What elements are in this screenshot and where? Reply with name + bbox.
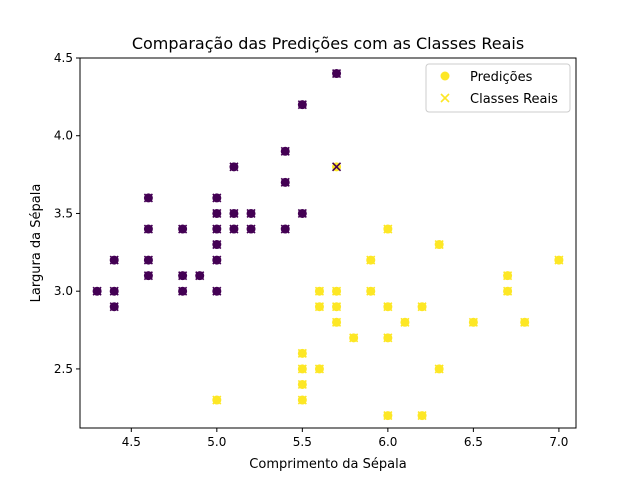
real-class-point xyxy=(212,239,222,250)
real-class-point xyxy=(366,255,376,265)
real-class-point xyxy=(331,286,342,296)
real-class-point xyxy=(143,255,153,265)
real-class-point xyxy=(366,286,376,296)
y-tick-label: 2.5 xyxy=(54,362,73,376)
real-class-point xyxy=(468,317,478,327)
plot-area xyxy=(92,68,564,421)
real-class-point xyxy=(383,410,393,421)
real-class-point xyxy=(246,224,256,234)
real-class-point xyxy=(109,286,119,296)
real-class-point xyxy=(503,286,513,296)
x-axis-label: Comprimento da Sépala xyxy=(249,457,406,472)
real-class-point xyxy=(297,348,307,358)
real-class-point xyxy=(383,333,393,343)
real-class-point xyxy=(297,364,307,374)
real-class-point xyxy=(178,286,188,296)
legend-box xyxy=(425,63,571,113)
real-class-point xyxy=(297,100,307,110)
real-class-point xyxy=(383,224,393,234)
real-class-point xyxy=(297,208,307,219)
y-axis: 2.5 3.0 3.5 4.0 4.5 xyxy=(54,51,80,376)
real-class-point xyxy=(331,162,342,172)
real-class-point xyxy=(212,193,222,203)
real-class-point xyxy=(331,68,342,79)
real-class-point xyxy=(143,193,153,203)
real-class-point xyxy=(178,224,188,234)
real-class-point xyxy=(314,364,325,374)
real-class-point xyxy=(229,208,239,219)
real-class-point xyxy=(417,410,427,421)
real-class-point xyxy=(314,286,325,296)
real-class-point xyxy=(280,146,290,156)
legend-classes-reais-label: Classes Reais xyxy=(470,92,558,107)
x-axis: 4.5 5.0 5.5 6.0 6.5 7.0 xyxy=(122,428,568,449)
x-tick-label: 5.5 xyxy=(293,435,312,449)
y-tick-label: 4.5 xyxy=(54,51,73,65)
real-class-point xyxy=(554,255,564,265)
real-class-point xyxy=(297,395,307,405)
x-tick-label: 6.5 xyxy=(464,435,483,449)
real-class-point xyxy=(280,177,290,187)
real-class-point xyxy=(109,302,119,312)
real-class-point xyxy=(143,224,153,234)
real-class-point xyxy=(331,317,342,327)
axes-frame xyxy=(79,57,577,429)
real-class-point xyxy=(297,379,307,390)
real-class-point xyxy=(246,208,256,219)
real-class-point xyxy=(434,364,444,374)
y-tick-label: 3.0 xyxy=(54,284,73,298)
x-tick-label: 6.0 xyxy=(378,435,397,449)
real-class-point xyxy=(212,395,222,405)
y-tick-label: 4.0 xyxy=(54,129,73,143)
real-class-point xyxy=(503,271,513,281)
legend-predicoes-label: Predições xyxy=(470,70,533,85)
y-tick-label: 3.5 xyxy=(54,206,73,220)
real-class-point xyxy=(109,255,119,265)
real-class-point xyxy=(434,239,444,250)
real-class-point xyxy=(178,271,188,281)
real-class-point xyxy=(143,271,153,281)
legend: Predições Classes Reais xyxy=(425,63,571,113)
real-class-point xyxy=(280,224,290,234)
real-class-point xyxy=(520,317,530,327)
real-class-point xyxy=(400,317,410,327)
x-tick-label: 4.5 xyxy=(122,435,141,449)
real-class-point xyxy=(229,224,239,234)
x-tick-label: 7.0 xyxy=(549,435,568,449)
y-axis-label: Largura da Sépala xyxy=(29,184,44,303)
real-class-point xyxy=(383,302,393,312)
real-class-point xyxy=(331,302,342,312)
real-class-point xyxy=(349,333,359,343)
real-class-point xyxy=(229,162,239,172)
real-class-point xyxy=(212,286,222,296)
real-class-point xyxy=(212,224,222,234)
real-class-point xyxy=(92,286,102,296)
real-class-point xyxy=(212,208,222,219)
real-class-point xyxy=(195,271,205,281)
x-tick-label: 5.0 xyxy=(207,435,226,449)
legend-classes-reais-marker xyxy=(440,93,450,103)
legend-predicoes-marker xyxy=(440,71,450,81)
real-class-point xyxy=(314,302,325,312)
chart-title: Comparação das Predições com as Classes … xyxy=(132,34,524,53)
real-class-point xyxy=(212,255,222,265)
real-class-point xyxy=(417,302,427,312)
